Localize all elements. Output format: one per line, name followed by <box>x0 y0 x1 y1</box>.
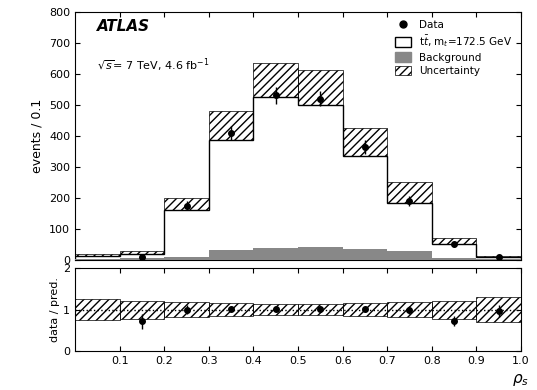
Bar <box>476 297 521 322</box>
Bar <box>387 182 432 206</box>
Y-axis label: events / 0.1: events / 0.1 <box>31 99 43 173</box>
Bar <box>432 238 476 246</box>
Bar <box>387 182 432 206</box>
Legend: Data, t$\bar{t}$, m$_t$=172.5 GeV, Background, Uncertainty: Data, t$\bar{t}$, m$_t$=172.5 GeV, Backg… <box>392 17 516 79</box>
Bar <box>164 199 209 217</box>
Bar <box>164 302 209 317</box>
Bar <box>387 302 432 317</box>
Bar <box>164 199 209 217</box>
Bar <box>209 111 253 150</box>
Bar <box>209 303 253 316</box>
Bar <box>253 304 298 315</box>
Bar <box>75 299 120 320</box>
Bar <box>253 62 298 108</box>
Bar <box>476 297 521 322</box>
Bar <box>432 301 476 319</box>
Bar <box>164 302 209 317</box>
Bar <box>120 301 164 319</box>
Bar <box>432 238 476 246</box>
Bar <box>343 303 387 316</box>
Bar <box>253 62 298 108</box>
Text: $\sqrt{s}$= 7 TeV, 4.6 fb$^{-1}$: $\sqrt{s}$= 7 TeV, 4.6 fb$^{-1}$ <box>98 57 210 74</box>
Bar <box>75 254 120 257</box>
Bar <box>476 256 521 258</box>
Bar <box>75 254 120 257</box>
Bar <box>298 70 343 113</box>
Bar <box>120 251 164 254</box>
Bar <box>298 304 343 315</box>
X-axis label: $\rho_s$: $\rho_s$ <box>512 372 529 388</box>
Bar <box>298 304 343 315</box>
Text: ATLAS: ATLAS <box>98 19 150 34</box>
Bar <box>209 303 253 316</box>
Bar <box>343 303 387 316</box>
Bar <box>120 301 164 319</box>
Bar <box>387 302 432 317</box>
Y-axis label: data / pred.: data / pred. <box>50 277 61 342</box>
Bar <box>476 256 521 258</box>
Bar <box>75 299 120 320</box>
Bar <box>120 251 164 254</box>
Bar <box>343 128 387 162</box>
Bar <box>343 128 387 162</box>
Bar <box>209 111 253 150</box>
Bar <box>298 70 343 113</box>
Bar <box>253 304 298 315</box>
Bar <box>432 301 476 319</box>
